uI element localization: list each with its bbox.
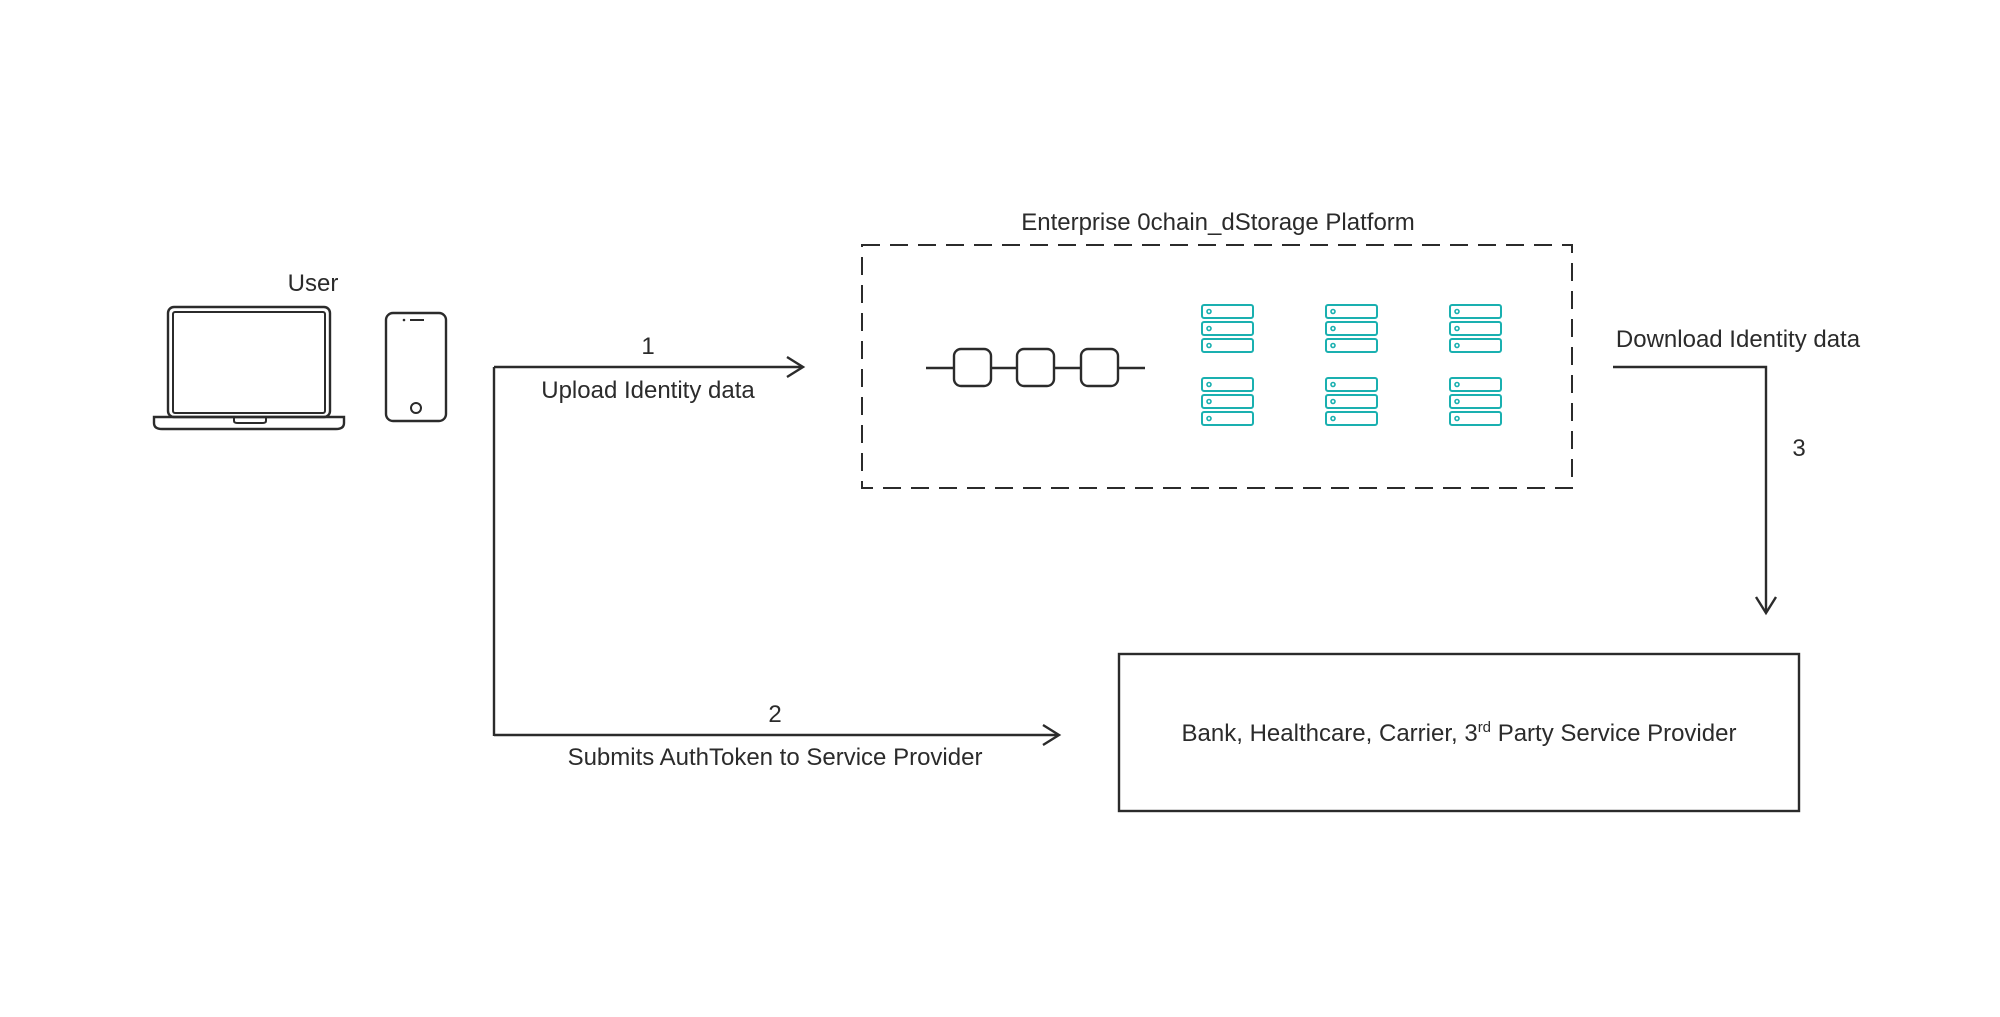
step-2-number: 2 <box>768 701 781 728</box>
blockchain-icon <box>926 347 1145 388</box>
service-provider-box <box>1117 652 1801 813</box>
service-provider-superscript: rd <box>1478 719 1491 736</box>
server-icon <box>1325 304 1378 353</box>
platform-title: Enterprise 0chain_dStorage Platform <box>1021 209 1415 236</box>
step-1-number: 1 <box>641 333 654 360</box>
service-provider-prefix: Bank, Healthcare, Carrier, 3 <box>1182 720 1478 747</box>
download-identity-label: Download Identity data <box>1616 326 1861 353</box>
server-icon <box>1449 304 1502 353</box>
flow-connectors <box>492 355 1778 747</box>
laptop-icon <box>152 305 346 431</box>
server-rack-grid <box>1201 304 1502 426</box>
upload-identity-label: Upload Identity data <box>541 377 755 404</box>
server-icon <box>1201 304 1254 353</box>
service-provider-label: Bank, Healthcare, Carrier, 3rd Party Ser… <box>1182 719 1737 747</box>
user-label: User <box>288 270 339 297</box>
service-provider-suffix: Party Service Provider <box>1491 720 1736 747</box>
server-icon <box>1325 377 1378 426</box>
submit-authtoken-label: Submits AuthToken to Service Provider <box>568 744 983 771</box>
server-icon <box>1449 377 1502 426</box>
smartphone-icon <box>384 311 448 423</box>
step-3-number: 3 <box>1792 435 1805 462</box>
platform-boundary <box>861 244 1573 489</box>
server-icon <box>1201 377 1254 426</box>
